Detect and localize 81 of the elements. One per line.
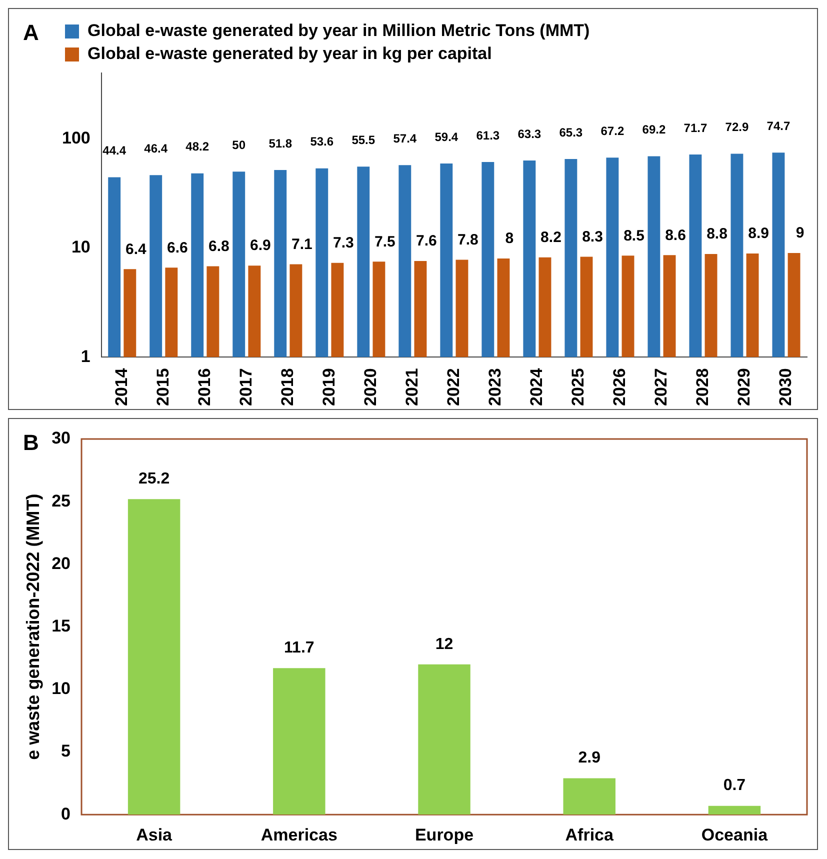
text: B: [23, 430, 39, 456]
x-tick-label: 2030: [776, 368, 795, 406]
x-tick-label: 2019: [319, 368, 338, 406]
y-tick-label: 0: [61, 804, 71, 824]
x-tick-label: 2018: [278, 368, 297, 406]
data-label: 6.8: [208, 238, 230, 255]
x-tick-label: 2027: [651, 368, 670, 406]
y-tick-label: 25: [52, 491, 71, 510]
x-tick-label: 2020: [360, 368, 380, 406]
data-label: 2.9: [578, 750, 601, 767]
data-label: 8.3: [582, 228, 603, 246]
data-label: 50: [232, 138, 246, 152]
bar: [563, 778, 616, 815]
data-label: 8.8: [706, 226, 728, 243]
data-label: 65.3: [559, 125, 583, 140]
y-axis-title: e waste generation-2022 (MMT): [22, 494, 43, 760]
bar: [128, 499, 180, 815]
y-tick-label: 15: [52, 616, 71, 636]
y-tick-label: 30: [52, 428, 71, 448]
data-label: 7.5: [374, 233, 396, 250]
x-tick-label: 2022: [444, 368, 463, 406]
data-label: 6.4: [125, 240, 147, 258]
x-tick-label: 2014: [112, 368, 131, 406]
data-label: 8: [505, 230, 514, 248]
x-tick-label: 2023: [485, 368, 504, 406]
data-label: 69.2: [642, 122, 666, 137]
data-label: 72.9: [725, 120, 749, 134]
x-tick-label: Europe: [414, 825, 474, 844]
data-label: 7.3: [333, 234, 354, 252]
data-label: 63.3: [518, 126, 542, 141]
y-tick-label: 20: [52, 554, 71, 573]
x-tick-label: Africa: [565, 825, 614, 844]
data-label: 51.8: [268, 136, 292, 150]
data-label: 8.6: [665, 226, 686, 244]
bar: [273, 668, 326, 815]
legend-label: Global e-waste generated by year in Million Metric Tons (MMT): [88, 21, 590, 40]
data-label: 0.7: [723, 777, 746, 794]
bar: [708, 806, 761, 815]
data-label: 12: [435, 636, 454, 653]
x-tick-label: Americas: [260, 825, 338, 844]
x-tick-label: 2025: [568, 368, 588, 406]
data-label: 8.9: [748, 225, 769, 242]
data-label: 7.1: [292, 236, 312, 253]
y-tick-label: 100: [62, 128, 90, 148]
data-label: 53.6: [310, 134, 334, 149]
data-label: 74.7: [766, 118, 790, 133]
legend-label: Global e-waste generated by year in kg per capital: [88, 44, 492, 64]
data-label: 55.5: [352, 132, 376, 147]
y-tick-label: 10: [52, 679, 71, 698]
x-tick-label: Asia: [136, 825, 173, 844]
data-label: 6.9: [250, 237, 271, 254]
x-tick-label: 2029: [734, 368, 754, 406]
data-label: 8.2: [540, 229, 562, 246]
data-label: 25.2: [138, 470, 170, 488]
x-tick-label: 2024: [526, 368, 546, 406]
data-label: 46.4: [144, 141, 168, 156]
y-tick-label: 1: [80, 346, 90, 366]
x-tick-label: 2026: [610, 368, 629, 406]
data-label: 57.4: [393, 131, 417, 146]
x-tick-label: 2015: [153, 368, 172, 406]
text: A: [23, 20, 39, 46]
data-label: 44.4: [102, 144, 126, 158]
data-label: 8.5: [624, 227, 644, 244]
x-tick-label: Oceania: [701, 825, 768, 844]
bar: [418, 664, 470, 815]
data-label: 7.8: [458, 231, 478, 248]
data-label: 11.7: [284, 640, 314, 657]
y-tick-label: 10: [71, 238, 90, 257]
y-tick-label: 5: [61, 742, 71, 761]
data-label: 71.7: [684, 120, 708, 135]
data-label: 48.2: [186, 140, 210, 154]
data-label: 6.6: [166, 239, 188, 256]
data-label: 61.3: [476, 128, 500, 142]
data-label: 59.4: [434, 130, 458, 144]
x-tick-label: 2021: [402, 368, 422, 406]
data-label: 9: [796, 224, 804, 242]
data-label: 67.2: [600, 124, 624, 138]
data-label: 7.6: [416, 232, 437, 250]
x-tick-label: 2028: [692, 368, 712, 406]
x-tick-label: 2016: [194, 368, 214, 406]
x-tick-label: 2017: [236, 368, 256, 406]
